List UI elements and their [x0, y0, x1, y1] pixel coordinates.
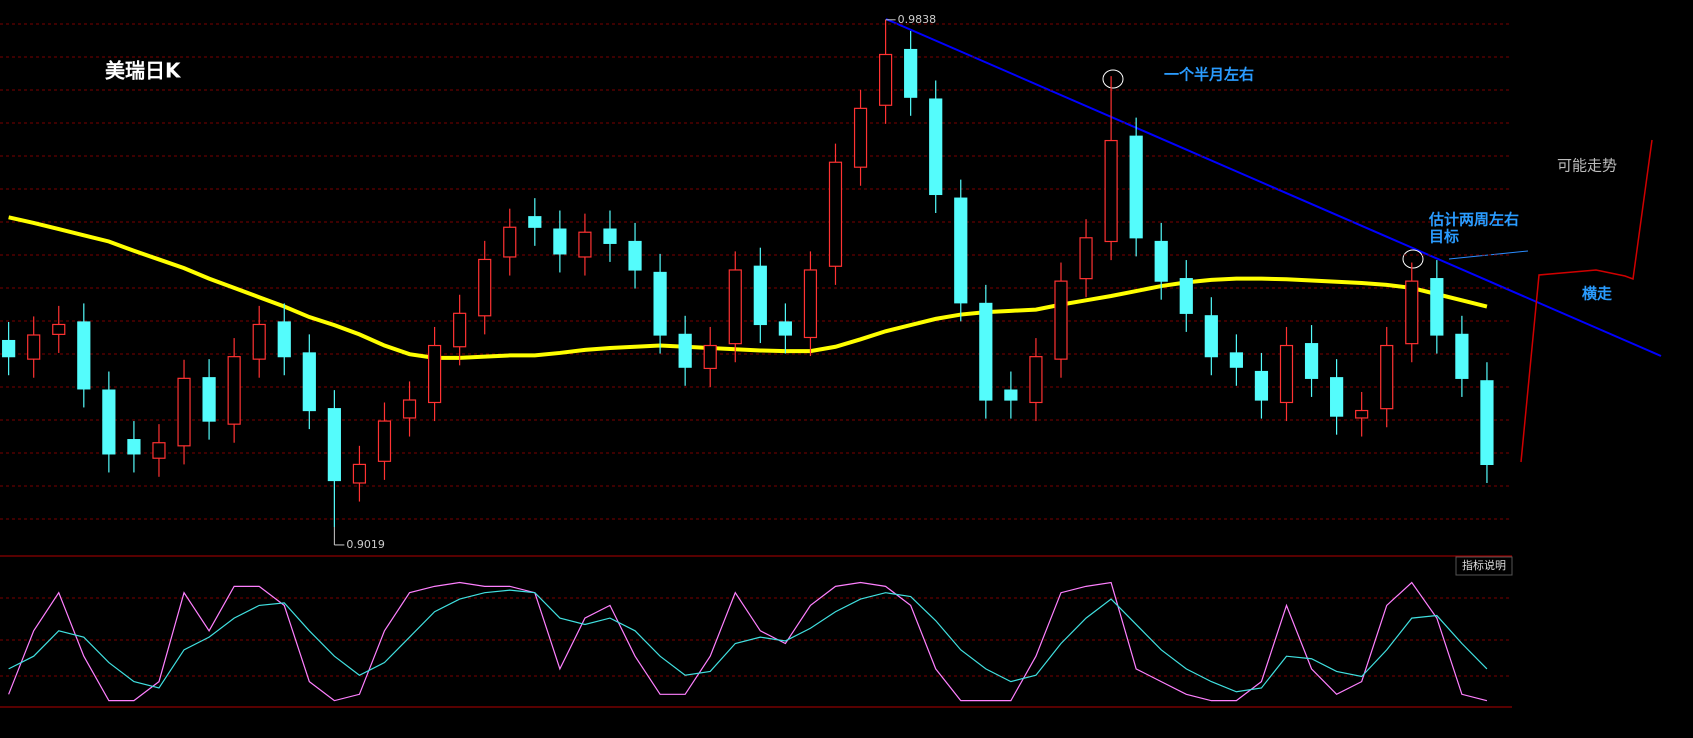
candle-body [728, 269, 742, 345]
candle-body [277, 321, 291, 358]
candle-body [1430, 278, 1444, 336]
candle-body [1079, 237, 1093, 280]
annotation: 目标 [1429, 228, 1459, 246]
candle-body [603, 228, 617, 244]
candle-body [52, 323, 66, 335]
candle-body [653, 271, 667, 336]
indicator-button-label[interactable]: 指标说明 [1462, 558, 1506, 572]
candle-body [1029, 356, 1043, 404]
candle-body [352, 463, 367, 484]
annotation: 横走 [1582, 285, 1612, 303]
high-label: 0.9838 [898, 13, 937, 26]
candle-body [427, 344, 442, 404]
low-label: 0.9019 [346, 538, 385, 551]
candle-body [77, 321, 91, 390]
candle-body [1455, 333, 1469, 379]
moving-average [8, 215, 1488, 360]
candle-body [528, 216, 542, 228]
indicator-button[interactable] [1455, 556, 1513, 576]
candle-body [252, 323, 266, 360]
candle-body [753, 265, 767, 326]
trend-line [885, 18, 1662, 357]
candle-body [578, 231, 592, 258]
candle-body [2, 339, 16, 358]
candle-body [628, 240, 642, 271]
candle-body [703, 344, 717, 370]
chart-title: 美瑞日K [105, 59, 182, 83]
candle-body [302, 352, 316, 412]
candle-body [778, 321, 792, 336]
candle-body [402, 399, 417, 419]
candle-body [1229, 352, 1243, 368]
candle-body [202, 377, 216, 422]
candle-body [1004, 389, 1018, 401]
forecast-path [1520, 139, 1653, 463]
candle-body [803, 269, 818, 339]
candle-body [227, 356, 241, 425]
candle-body [904, 48, 918, 98]
candle-body [377, 420, 392, 462]
candle-body [929, 98, 943, 196]
candle-body [1204, 315, 1218, 358]
candle-body [453, 312, 467, 348]
candle-body [1054, 280, 1068, 360]
candle-body [1480, 380, 1494, 466]
candle-body [1355, 409, 1369, 419]
candle-body [954, 197, 968, 304]
candle-body [979, 302, 993, 401]
candle-body [1179, 278, 1193, 314]
candle-body [1154, 240, 1168, 282]
candle-body [27, 334, 41, 360]
candle-body [327, 408, 341, 482]
candle-body [152, 442, 166, 459]
candle-body [1254, 370, 1269, 401]
peak-circle [1402, 249, 1424, 269]
candle-body [177, 377, 191, 447]
candle-body [1330, 377, 1344, 417]
candle-body [553, 228, 567, 255]
annotation: 可能走势 [1557, 157, 1617, 175]
candle-body [1104, 139, 1118, 243]
candle-body [853, 107, 868, 168]
candle-body [678, 333, 692, 368]
peak-circle [1102, 69, 1124, 89]
annotation: 估计两周左右 [1428, 211, 1519, 229]
candle-body [102, 389, 116, 455]
candle-body [1279, 344, 1294, 404]
candle-body [478, 258, 492, 317]
candle-body [1129, 135, 1143, 239]
indicator-line [8, 581, 1488, 702]
candle-body [1380, 344, 1394, 410]
annotation: 一个半月左右 [1164, 66, 1254, 84]
indicator-line [8, 589, 1488, 693]
candle-body [1405, 280, 1419, 345]
candle-body [828, 161, 843, 267]
candle-body [878, 53, 893, 106]
candle-body [503, 226, 517, 258]
candle-body [127, 439, 141, 455]
candle-body [1304, 343, 1319, 379]
